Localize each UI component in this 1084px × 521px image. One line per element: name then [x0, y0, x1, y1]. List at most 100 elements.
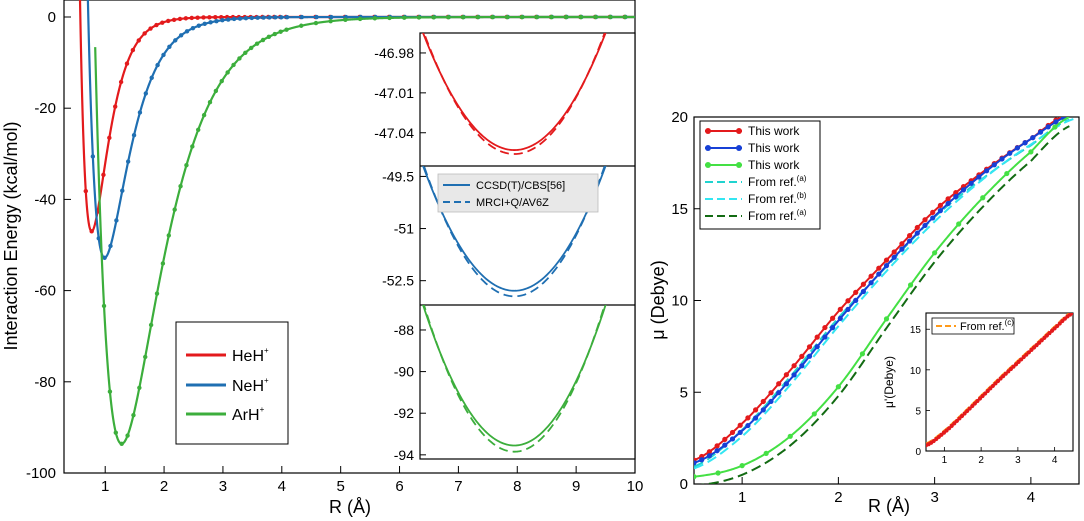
left-x-tick-label: 8: [513, 478, 521, 495]
right-point: [953, 189, 959, 196]
right-point: [883, 316, 890, 322]
right-point: [930, 209, 936, 215]
left-point: [196, 127, 201, 133]
inset-y-tick-label: -88: [394, 322, 414, 338]
right-legend-marker: [705, 128, 711, 134]
left-point: [460, 14, 466, 20]
right-point: [945, 196, 951, 202]
right-x-tick-label: 1: [738, 489, 746, 506]
right-point: [907, 282, 914, 288]
left-point: [125, 433, 130, 438]
left-point: [505, 14, 510, 20]
right-point: [845, 306, 851, 312]
left-point: [107, 389, 113, 394]
right-point: [980, 195, 986, 201]
left-point: [113, 430, 119, 435]
right-point: [737, 422, 743, 428]
left-point: [225, 70, 230, 75]
left-point: [387, 15, 392, 21]
left-point: [165, 18, 171, 24]
right-legend-text: From ref.: [748, 209, 797, 223]
inset-y-tick-label: -90: [394, 364, 414, 380]
left-point: [148, 322, 154, 328]
left-point: [154, 291, 160, 296]
left-point: [231, 62, 236, 68]
right-legend-marker: [736, 145, 742, 151]
left-point: [190, 25, 196, 31]
left-y-tick-label: -100: [26, 465, 56, 482]
right-point: [753, 407, 759, 413]
right-point: [1007, 150, 1013, 156]
right-legend-label: From ref.(b): [748, 191, 807, 206]
left-point: [243, 15, 249, 21]
right-point: [739, 463, 745, 469]
legend-label-heh: HeH+: [232, 346, 269, 365]
left-point: [214, 18, 219, 24]
legend-label-neh: NeH+: [232, 376, 269, 395]
right-point: [1004, 170, 1010, 177]
right-point: [899, 241, 905, 247]
left-point: [416, 15, 422, 20]
left-point: [578, 14, 584, 20]
right-point: [907, 232, 913, 239]
right-point: [868, 280, 874, 286]
right-point: [835, 384, 841, 390]
left-point: [243, 50, 248, 55]
right-legend-sup: (a): [797, 208, 807, 217]
right-point: [945, 200, 951, 207]
left-point: [137, 110, 143, 115]
left-point: [622, 14, 628, 20]
left-point: [207, 15, 212, 20]
left-curves: [78, 0, 635, 447]
left-point: [226, 17, 231, 22]
left-x-tick-label: 2: [160, 478, 168, 495]
right-x-tick-label: 2: [834, 489, 842, 506]
left-point: [190, 144, 195, 149]
left-x-tick-label: 7: [454, 478, 462, 495]
right-point: [1037, 129, 1044, 135]
right-y-tick-label: 0: [680, 476, 688, 493]
left-point: [118, 79, 124, 85]
legend-heh-text: HeH: [232, 348, 264, 365]
right-point: [1030, 135, 1036, 141]
right-y-tick-label: 10: [671, 293, 688, 310]
right-y-axis-title: μ (Debye): [648, 260, 668, 339]
right-inset-point: [970, 403, 975, 409]
left-point: [237, 56, 242, 61]
right-point: [722, 436, 728, 442]
right-point: [694, 474, 697, 480]
left-x-tick-label: 1: [101, 478, 109, 495]
right-point: [960, 187, 967, 193]
right-inset-legend-sup: (c): [1005, 318, 1015, 327]
right-point: [891, 254, 897, 260]
left-point: [178, 184, 183, 189]
right-inset-y-tick-label: 10: [910, 366, 922, 377]
left-point: [201, 15, 206, 20]
right-point: [956, 221, 962, 227]
left-point: [124, 61, 130, 66]
left-line-2: [94, 15, 635, 445]
right-point: [883, 257, 890, 263]
right-point: [760, 398, 766, 405]
right-point: [814, 334, 820, 340]
left-point: [431, 15, 436, 20]
left-point: [202, 21, 207, 27]
left-point: [136, 38, 141, 43]
left-point: [195, 15, 200, 20]
right-point: [859, 351, 866, 357]
left-point: [279, 15, 284, 20]
left-axis-ticks: 1 2 3 4 5 6 7 8 9 10 0 -20 -40 -60 -80 -100: [26, 9, 643, 495]
left-point: [114, 218, 119, 223]
right-inset-legend-box: [931, 317, 1015, 335]
left-point: [107, 135, 112, 141]
left-point: [171, 17, 177, 22]
right-point: [768, 390, 774, 396]
right-point: [822, 324, 828, 331]
left-point: [120, 188, 125, 193]
inset-ticks: -46.98 -47.01 -47.04 -49.5 -51 -52.5 -88 -90 -92…: [374, 45, 426, 463]
right-point: [922, 222, 928, 229]
left-point: [142, 31, 147, 36]
right-inset-point: [977, 396, 983, 401]
